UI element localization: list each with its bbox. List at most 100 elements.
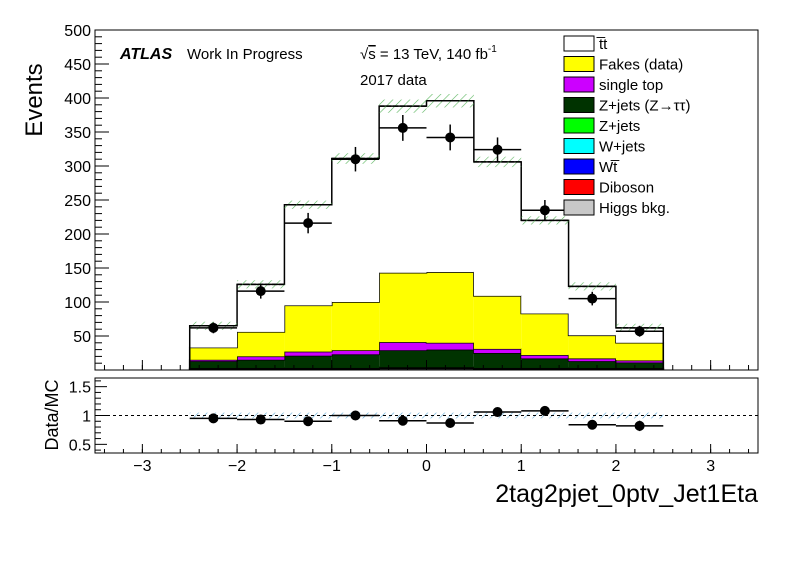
stack-bar-5-0 — [189, 361, 238, 368]
data-point-4 — [397, 122, 408, 133]
stack-bar-5-9 — [615, 362, 664, 368]
main-plot: 50 100 150 200 250 300 350 400 450 500 Events ATL… — [21, 23, 759, 371]
ratio-point-4 — [397, 415, 408, 426]
stack-bar-6-7 — [521, 355, 569, 359]
x-axis-title: 2tag2pjet_0ptv_Jet1Eta — [495, 480, 758, 508]
data-point-3 — [350, 154, 361, 165]
stack-bar-7-4 — [379, 272, 427, 343]
x-tick-label: 3 — [706, 458, 715, 475]
main-y-tick-label: 200 — [64, 227, 91, 244]
main-y-tick-label: 150 — [64, 261, 91, 278]
data-point-1 — [255, 286, 266, 297]
stack-bar-7-6 — [473, 295, 522, 349]
main-y-tick-label: 350 — [64, 125, 91, 142]
stack-bar-6-9 — [615, 360, 664, 363]
x-tick-label: 0 — [422, 458, 431, 475]
ratio-point-1 — [255, 414, 266, 425]
energy-label: √s = 13 TeV, 140 fb-1 — [360, 44, 497, 63]
legend-swatch-1 — [563, 56, 595, 72]
x-tick-label: 1 — [517, 458, 526, 475]
data-point-5 — [445, 132, 456, 143]
stack-bar-8-7 — [521, 220, 569, 314]
ratio-point-7 — [539, 405, 550, 416]
stack-bar-7-5 — [426, 272, 474, 343]
main-y-tick-label: 400 — [64, 91, 91, 108]
ratio-axes: −3 −2 −1 0 1 2 3 0.5 1 1.5 — [69, 380, 750, 475]
main-y-tick-label: 500 — [64, 23, 91, 40]
data-point-0 — [208, 322, 219, 333]
stack-bar-7-9 — [615, 342, 664, 361]
stack-bar-6-6 — [473, 348, 522, 353]
stack-bar-5-8 — [568, 361, 616, 368]
stack-bar-6-1 — [237, 356, 285, 360]
ratio-point-3 — [350, 410, 361, 421]
stack-bar-5-3 — [331, 354, 380, 368]
lumi-exponent: -1 — [488, 44, 497, 55]
energy-prefix: s — [368, 46, 376, 63]
stack-bar-8-0 — [189, 325, 238, 348]
ratio-y-tick-label: 1 — [82, 409, 91, 426]
dataset-label: 2017 data — [360, 72, 427, 89]
data-point-2 — [303, 218, 314, 229]
legend-swatch-0 — [563, 35, 595, 52]
stack-bar-5-5 — [426, 349, 474, 368]
stack-bar-5-7 — [521, 358, 569, 368]
legend-swatch-4 — [563, 117, 595, 134]
legend-label-3: Z+jets (Z→ττ) — [599, 98, 690, 115]
y-axis-title: Events — [21, 63, 48, 136]
legend-label-0: t̅t — [596, 36, 608, 53]
stack-bar-6-2 — [284, 351, 332, 356]
ratio-y-axis-title: Data/MC — [42, 379, 62, 450]
stack-bar-6-3 — [331, 350, 380, 355]
stack-bar-5-6 — [473, 353, 522, 368]
stack-bar-8-3 — [331, 158, 380, 302]
ratio-points — [189, 405, 664, 432]
data-point-6 — [492, 144, 503, 155]
ratio-point-6 — [492, 407, 503, 418]
ratio-y-tick-label: 0.5 — [69, 437, 91, 454]
legend-label-5: W+jets — [599, 139, 645, 156]
data-point-7 — [539, 205, 550, 216]
stack-bar-7-1 — [237, 331, 285, 357]
main-axes: 50 100 150 200 250 300 350 400 450 500 — [64, 23, 750, 370]
legend-swatch-3 — [563, 97, 595, 113]
main-y-tick-label: 100 — [64, 295, 91, 312]
legend-label-4: Z+jets — [599, 118, 640, 135]
stack-bar-5-1 — [237, 359, 285, 368]
stack-bar-7-0 — [189, 347, 238, 360]
stack-bar-5-2 — [284, 355, 332, 368]
status-label: Work In Progress — [187, 46, 303, 63]
legend-swatch-6 — [563, 158, 595, 175]
legend-swatch-2 — [563, 76, 595, 93]
data-points — [189, 115, 664, 337]
main-y-tick-label: 450 — [64, 57, 91, 74]
x-tick-label: −1 — [323, 458, 341, 475]
energy-text: = 13 TeV, 140 fb — [376, 46, 488, 63]
legend: t̅t Fakes (data) single top Z+jets (Z→ττ) Z+… — [563, 35, 690, 217]
legend-label-2: single top — [599, 77, 663, 94]
ratio-point-8 — [587, 419, 598, 430]
legend-label-1: Fakes (data) — [599, 57, 683, 74]
legend-label-7: Diboson — [599, 180, 654, 197]
ratio-point-5 — [445, 418, 456, 428]
x-tick-label: −2 — [228, 458, 246, 475]
ratio-point-9 — [634, 420, 645, 431]
legend-swatch-5 — [563, 138, 595, 154]
data-point-9 — [634, 326, 645, 337]
data-point-8 — [587, 293, 598, 304]
main-y-tick-label: 50 — [73, 329, 91, 346]
atlas-label: ATLAS — [119, 46, 172, 63]
sqrt-symbol: √ — [360, 46, 369, 63]
stack-bar-6-4 — [379, 342, 427, 351]
stack-bar-8-6 — [473, 161, 522, 296]
x-tick-label: −3 — [133, 458, 151, 475]
legend-label-6: Wt̅ — [599, 159, 620, 176]
ratio-plot: −3 −2 −1 0 1 2 3 0.5 1 1.5 Data/MC 2tag2pjet_0ptv… — [42, 377, 759, 508]
stack-bar-5-4 — [379, 350, 427, 368]
stack-bar-7-7 — [521, 313, 569, 356]
stack-bar-7-2 — [284, 305, 332, 352]
x-tick-label: 2 — [611, 458, 620, 475]
stack-bar-7-3 — [331, 302, 380, 351]
legend-swatch-8 — [563, 199, 595, 216]
